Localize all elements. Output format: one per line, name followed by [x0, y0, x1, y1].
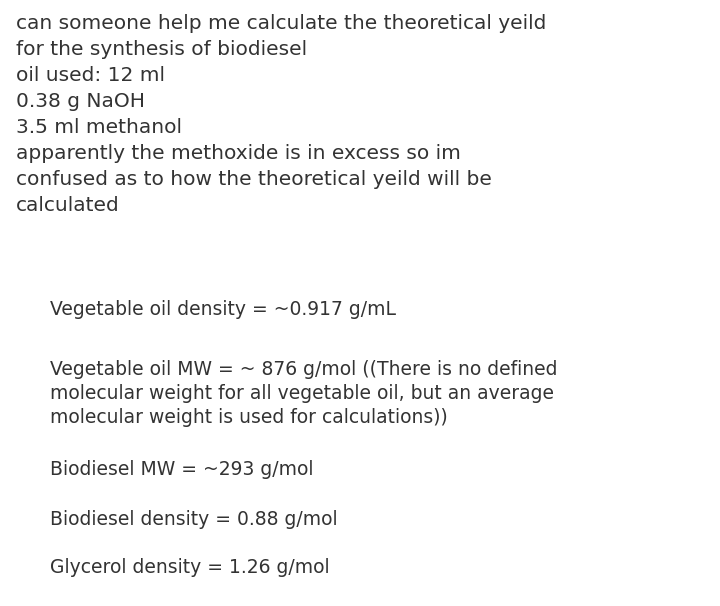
Text: molecular weight is used for calculations)): molecular weight is used for calculation… [50, 408, 448, 427]
Text: Biodiesel density = 0.88 g/mol: Biodiesel density = 0.88 g/mol [50, 510, 338, 529]
Text: Vegetable oil MW = ~ 876 g/mol ((There is no defined: Vegetable oil MW = ~ 876 g/mol ((There i… [50, 360, 557, 379]
Text: Biodiesel MW = ~293 g/mol: Biodiesel MW = ~293 g/mol [50, 460, 313, 479]
Text: Vegetable oil density = ~0.917 g/mL: Vegetable oil density = ~0.917 g/mL [50, 300, 396, 319]
Text: calculated: calculated [16, 196, 120, 215]
Text: apparently the methoxide is in excess so im: apparently the methoxide is in excess so… [16, 144, 461, 163]
Text: can someone help me calculate the theoretical yeild: can someone help me calculate the theore… [16, 14, 546, 33]
Text: Glycerol density = 1.26 g/mol: Glycerol density = 1.26 g/mol [50, 558, 330, 577]
Text: molecular weight for all vegetable oil, but an average: molecular weight for all vegetable oil, … [50, 384, 554, 403]
Text: for the synthesis of biodiesel: for the synthesis of biodiesel [16, 40, 307, 59]
Text: 3.5 ml methanol: 3.5 ml methanol [16, 118, 182, 137]
Text: 0.38 g NaOH: 0.38 g NaOH [16, 92, 145, 111]
Text: confused as to how the theoretical yeild will be: confused as to how the theoretical yeild… [16, 170, 492, 189]
Text: oil used: 12 ml: oil used: 12 ml [16, 66, 165, 85]
